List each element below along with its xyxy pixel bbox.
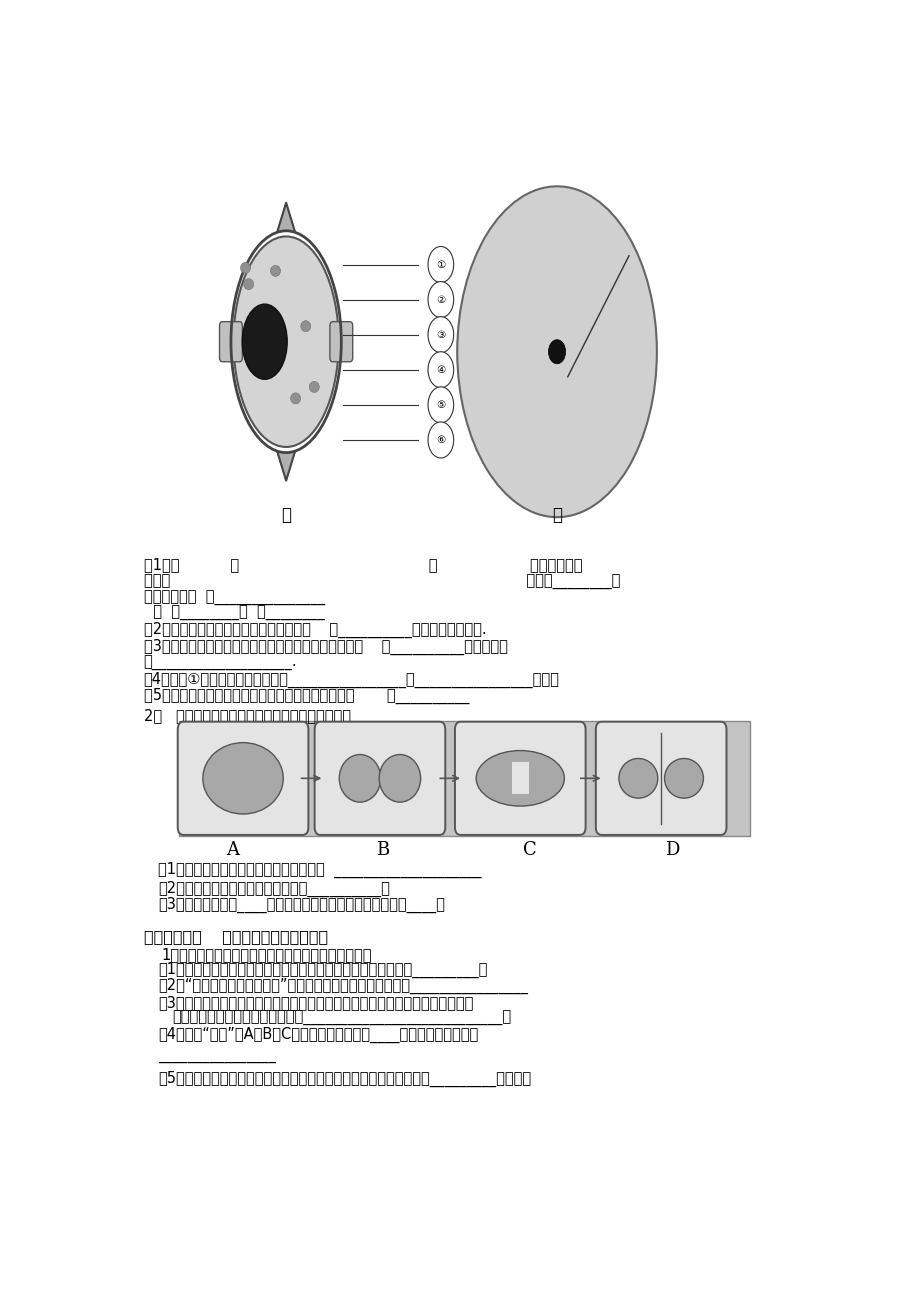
- FancyBboxPatch shape: [220, 322, 242, 362]
- Text: 2、   下图是细胞分裂过程示意图，根据图形回答：: 2、 下图是细胞分裂过程示意图，根据图形回答：: [143, 708, 350, 723]
- Text: （2）细胞核分裂时，变化最明显的是__________。: （2）细胞核分裂时，变化最明显的是__________。: [158, 881, 390, 897]
- Ellipse shape: [240, 262, 250, 273]
- Ellipse shape: [309, 381, 319, 392]
- Text: （3）樟树的蔒腾作用是对陆生环境的一种适应，樟树通过蔒腾作用又可以增加空: （3）樟树的蔒腾作用是对陆生环境的一种适应，樟树通过蔒腾作用又可以增加空: [158, 995, 472, 1010]
- Polygon shape: [278, 453, 294, 480]
- FancyBboxPatch shape: [177, 721, 308, 835]
- Ellipse shape: [290, 393, 301, 404]
- Text: B: B: [375, 841, 389, 859]
- Polygon shape: [278, 203, 294, 230]
- Ellipse shape: [244, 279, 254, 289]
- Text: ［  ］________［  ］________: ［ ］________［ ］________: [143, 605, 323, 621]
- Text: （5）取一个番茄，用开水烫过后撟下一层薄薄的表皮，这层表皮属于_________组织，表: （5）取一个番茄，用开水烫过后撟下一层薄薄的表皮，这层表皮属于_________…: [158, 1070, 530, 1087]
- Ellipse shape: [301, 320, 311, 332]
- Circle shape: [427, 387, 453, 423]
- Text: 1、请运用你所学过的生物学名词或生物学原理填空：: 1、请运用你所学过的生物学名词或生物学原理填空：: [161, 947, 371, 962]
- Text: （4）小羊“多莉”有A、B、C三个妈妈，它长的像____妈妈，这个实验说明: （4）小羊“多莉”有A、B、C三个妈妈，它长的像____妈妈，这个实验说明: [158, 1026, 478, 1043]
- FancyBboxPatch shape: [314, 721, 445, 835]
- Text: 乙: 乙: [551, 506, 562, 525]
- Text: （4）图中①是细胞壁，它对细胞有________________和________________作用；: （4）图中①是细胞壁，它对细胞有________________和_______…: [143, 672, 559, 687]
- Text: ⑤: ⑤: [436, 400, 445, 410]
- FancyBboxPatch shape: [596, 721, 726, 835]
- Bar: [511, 763, 528, 794]
- Circle shape: [427, 316, 453, 353]
- Ellipse shape: [339, 755, 380, 802]
- Text: （3）在光学显微镜下不容易看清楚的植物细胞结构是［    ］__________，它的作用: （3）在光学显微镜下不容易看清楚的植物细胞结构是［ ］__________，它的…: [143, 638, 507, 655]
- Text: ③: ③: [436, 329, 445, 340]
- Text: 甲: 甲: [281, 506, 290, 525]
- Text: 是___________________.: 是___________________.: [143, 656, 297, 671]
- Circle shape: [427, 246, 453, 283]
- Ellipse shape: [476, 750, 563, 806]
- Text: （5）若甲取自植物的绿色部分，则细胞中有绿色的【       】__________: （5）若甲取自植物的绿色部分，则细胞中有绿色的【 】__________: [143, 687, 469, 703]
- Circle shape: [427, 281, 453, 318]
- FancyBboxPatch shape: [179, 721, 749, 836]
- Ellipse shape: [457, 186, 656, 517]
- Ellipse shape: [379, 755, 420, 802]
- Text: 三、资料分析    （每题１分，共１１分）: 三、资料分析 （每题１分，共１１分）: [143, 928, 327, 944]
- FancyBboxPatch shape: [330, 322, 352, 362]
- Ellipse shape: [270, 266, 280, 276]
- Ellipse shape: [233, 237, 338, 447]
- Text: ②: ②: [436, 294, 445, 305]
- Circle shape: [427, 352, 453, 388]
- Text: （3）新细胞是图第____幅，它的染色体形态和数目与原细胞____。: （3）新细胞是图第____幅，它的染色体形态和数目与原细胞____。: [158, 897, 444, 913]
- Text: 因为它没有［  ］_______________: 因为它没有［ ］_______________: [143, 591, 324, 605]
- Ellipse shape: [203, 742, 283, 814]
- Ellipse shape: [242, 305, 287, 379]
- Text: ________________: ________________: [158, 1048, 276, 1062]
- Text: （2）西瓜甘甜可口，主要是因为西瓜的［    ］__________中含有大量的糖分.: （2）西瓜甘甜可口，主要是因为西瓜的［ ］__________中含有大量的糖分.: [143, 621, 485, 638]
- Text: ④: ④: [436, 365, 445, 375]
- Ellipse shape: [664, 759, 703, 798]
- FancyBboxPatch shape: [454, 721, 585, 835]
- Text: A: A: [226, 841, 239, 859]
- Text: （1）能           甲                                         乙                    表示: （1）能 甲 乙 表示: [143, 557, 582, 572]
- Text: ①: ①: [436, 259, 445, 270]
- Text: （1）请把细胞分裂的过程按顺序排列起来  ____________________: （1）请把细胞分裂的过程按顺序排列起来 ____________________: [158, 862, 481, 878]
- Text: （1）荒漠地区动植物种类稀少，是因为哪儿缺少生物生长所需的_________。: （1）荒漠地区动植物种类稀少，是因为哪儿缺少生物生长所需的_________。: [158, 962, 487, 978]
- Text: ⑥: ⑥: [436, 435, 445, 445]
- Text: 气湿度，改善气候。这一事例说明___________________________。: 气湿度，改善气候。这一事例说明_________________________…: [172, 1010, 511, 1026]
- Ellipse shape: [618, 759, 657, 798]
- Text: C: C: [523, 841, 537, 859]
- Ellipse shape: [548, 340, 565, 363]
- Text: 皮细胞                                                                             : 皮细胞: [143, 574, 619, 590]
- Text: D: D: [664, 841, 679, 859]
- Circle shape: [427, 422, 453, 458]
- Text: （2）“蝈蟂捕蝉，黄雀在后。”体现了生物与生物之间的关系是________________: （2）“蝈蟂捕蝉，黄雀在后。”体现了生物与生物之间的关系是___________…: [158, 978, 528, 995]
